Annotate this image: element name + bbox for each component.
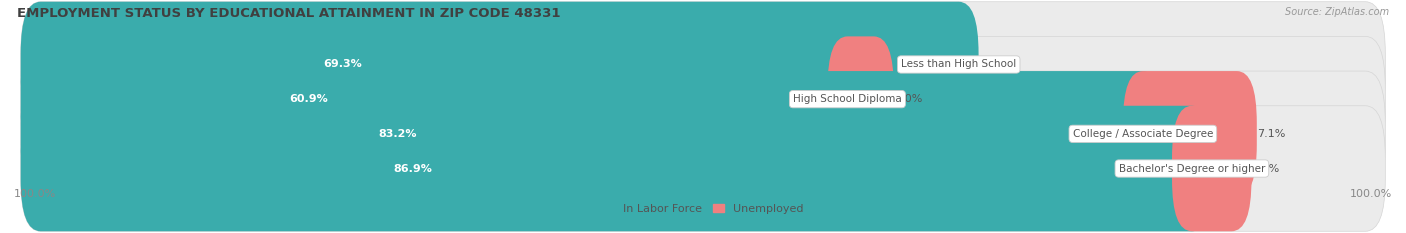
Text: Source: ZipAtlas.com: Source: ZipAtlas.com [1285, 7, 1389, 17]
Text: 69.3%: 69.3% [323, 59, 361, 69]
Text: Less than High School: Less than High School [901, 59, 1017, 69]
FancyBboxPatch shape [21, 106, 1385, 231]
Text: College / Associate Degree: College / Associate Degree [1073, 129, 1213, 139]
FancyBboxPatch shape [21, 36, 868, 162]
Text: 100.0%: 100.0% [14, 189, 56, 199]
Text: 83.2%: 83.2% [378, 129, 418, 139]
Text: 86.9%: 86.9% [394, 164, 432, 174]
Text: 0.0%: 0.0% [979, 59, 1007, 69]
FancyBboxPatch shape [1173, 106, 1251, 231]
Text: 3.0%: 3.0% [1251, 164, 1279, 174]
Text: 7.1%: 7.1% [1257, 129, 1285, 139]
Legend: In Labor Force, Unemployed: In Labor Force, Unemployed [598, 199, 808, 218]
FancyBboxPatch shape [21, 71, 1163, 197]
FancyBboxPatch shape [21, 71, 1385, 197]
FancyBboxPatch shape [828, 36, 894, 162]
FancyBboxPatch shape [1123, 71, 1257, 197]
FancyBboxPatch shape [21, 2, 979, 127]
Text: EMPLOYMENT STATUS BY EDUCATIONAL ATTAINMENT IN ZIP CODE 48331: EMPLOYMENT STATUS BY EDUCATIONAL ATTAINM… [17, 7, 561, 20]
FancyBboxPatch shape [21, 36, 1385, 162]
Text: 100.0%: 100.0% [1350, 189, 1392, 199]
Text: 2.0%: 2.0% [894, 94, 922, 104]
Text: High School Diploma: High School Diploma [793, 94, 901, 104]
FancyBboxPatch shape [21, 2, 1385, 127]
Text: Bachelor's Degree or higher: Bachelor's Degree or higher [1119, 164, 1265, 174]
FancyBboxPatch shape [21, 106, 1212, 231]
Text: 60.9%: 60.9% [290, 94, 329, 104]
